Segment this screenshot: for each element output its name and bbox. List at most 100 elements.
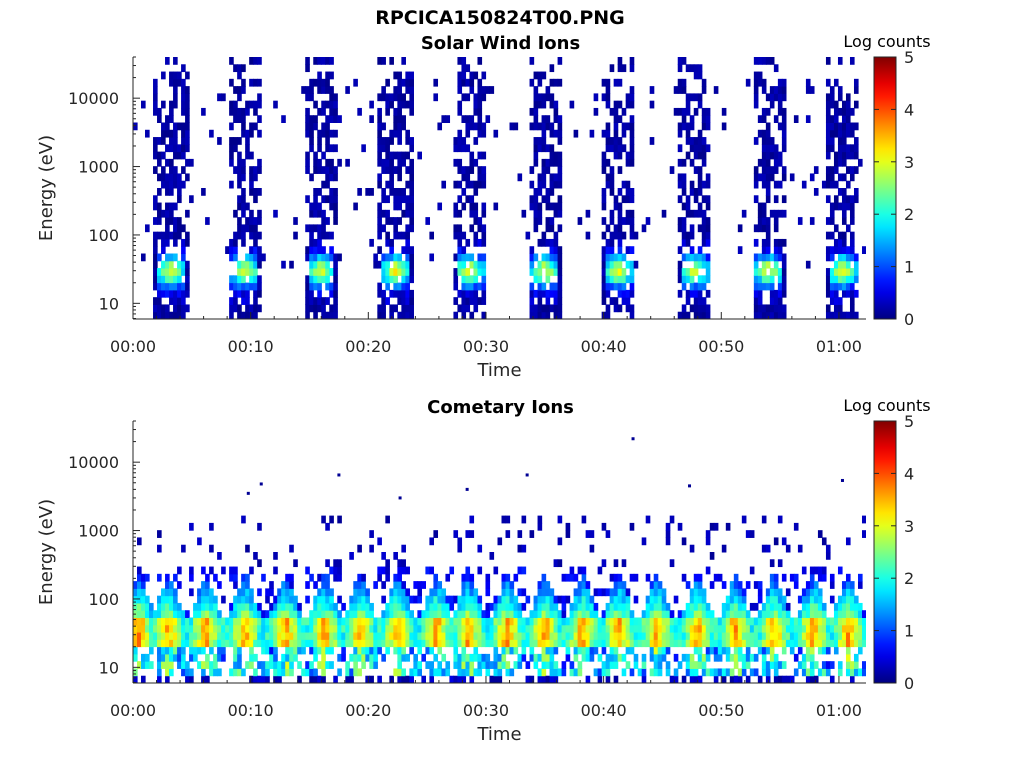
data-cell xyxy=(329,107,334,116)
data-cell xyxy=(265,675,270,683)
data-cell xyxy=(549,661,555,669)
data-cell xyxy=(157,137,162,145)
data-cell xyxy=(757,632,763,640)
data-cell xyxy=(473,275,479,284)
data-cell xyxy=(177,78,182,87)
data-cell xyxy=(201,624,206,633)
data-cell xyxy=(701,137,707,145)
data-cell xyxy=(545,275,551,284)
data-cell xyxy=(765,639,771,648)
data-cell xyxy=(701,639,707,648)
data-cell xyxy=(533,653,539,662)
data-cell xyxy=(693,311,699,319)
data-cell xyxy=(685,231,691,240)
data-cell xyxy=(541,115,547,123)
data-cell xyxy=(177,275,182,284)
data-cell xyxy=(329,173,334,182)
data-cell xyxy=(429,602,435,611)
data-cell xyxy=(489,661,495,669)
data-cell xyxy=(185,304,190,313)
data-cell xyxy=(461,581,467,589)
data-cell xyxy=(141,588,146,597)
data-cell xyxy=(705,122,711,131)
data-cell xyxy=(477,661,483,669)
data-cell xyxy=(253,173,258,182)
data-cell xyxy=(169,144,174,153)
data-cell xyxy=(733,595,739,604)
data-cell xyxy=(853,100,859,109)
data-cell xyxy=(325,617,330,626)
data-cell xyxy=(553,610,559,618)
data-cell xyxy=(693,573,699,582)
data-cell xyxy=(501,515,507,524)
data-cell xyxy=(541,304,547,313)
data-cell xyxy=(309,78,314,87)
data-cell xyxy=(529,246,535,254)
data-cell xyxy=(697,260,703,269)
data-cell xyxy=(825,231,831,240)
data-cell xyxy=(753,311,759,319)
data-cell xyxy=(857,624,863,633)
data-cell xyxy=(557,137,563,145)
data-cell xyxy=(777,559,783,568)
data-cell xyxy=(845,260,851,269)
data-cell xyxy=(773,93,779,102)
data-cell xyxy=(541,595,547,604)
data-cell xyxy=(545,617,551,626)
data-cell xyxy=(141,602,146,611)
data-cell xyxy=(801,180,807,189)
data-cell xyxy=(833,311,839,319)
data-cell xyxy=(861,610,866,618)
data-cell xyxy=(481,260,487,269)
data-cell xyxy=(433,595,439,604)
data-cell xyxy=(757,158,763,167)
data-cell xyxy=(685,639,691,648)
data-cell xyxy=(321,639,326,648)
data-cell xyxy=(317,238,322,247)
data-cell xyxy=(165,610,170,618)
data-cell xyxy=(533,610,539,618)
data-cell xyxy=(461,617,467,626)
data-cell xyxy=(401,653,406,662)
data-cell xyxy=(597,624,603,633)
data-cell xyxy=(245,260,250,269)
data-cell xyxy=(697,632,703,640)
data-cell xyxy=(677,180,683,189)
data-cell xyxy=(765,224,771,233)
data-cell xyxy=(253,282,258,291)
data-cell xyxy=(329,86,334,94)
data-cell xyxy=(133,602,138,611)
data-cell xyxy=(629,522,635,531)
data-cell xyxy=(757,675,763,683)
data-cell xyxy=(797,624,803,633)
data-cell xyxy=(437,668,443,677)
data-cell xyxy=(857,581,863,589)
data-cell xyxy=(189,158,194,167)
data-cell xyxy=(305,581,310,589)
data-cell xyxy=(437,624,443,633)
data-cell xyxy=(321,275,326,284)
data-cell xyxy=(677,624,683,633)
data-cell xyxy=(821,180,827,189)
data-cell xyxy=(393,639,398,648)
data-cell xyxy=(525,624,531,633)
data-cell xyxy=(461,57,467,65)
data-cell xyxy=(781,311,787,319)
data-cell xyxy=(613,588,619,597)
data-cell xyxy=(277,610,282,618)
data-cell xyxy=(517,632,523,640)
data-cell xyxy=(673,675,679,683)
data-cell xyxy=(241,188,246,196)
data-cell xyxy=(765,632,771,640)
data-cell xyxy=(545,581,551,589)
data-cell xyxy=(333,275,338,284)
data-cell xyxy=(677,78,683,87)
data-cell xyxy=(461,289,467,298)
data-cell xyxy=(581,515,587,524)
data-cell xyxy=(393,275,398,284)
data-cell xyxy=(141,581,146,589)
data-cell xyxy=(689,289,695,298)
data-cell xyxy=(221,639,226,648)
data-cell xyxy=(317,661,322,669)
